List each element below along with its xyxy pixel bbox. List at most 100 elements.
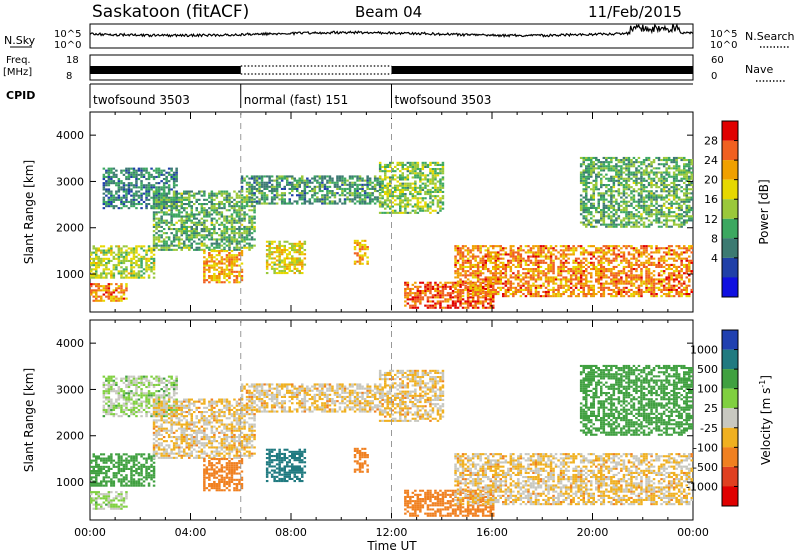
power-cell	[595, 268, 598, 271]
power-cell	[188, 203, 191, 206]
power-cell	[270, 187, 274, 190]
power-cell	[489, 283, 492, 286]
power-cell	[459, 281, 462, 284]
power-cell	[175, 190, 178, 193]
power-cell	[569, 249, 573, 252]
power-cell	[665, 278, 668, 281]
power-cell	[280, 194, 284, 197]
power-cell	[291, 177, 294, 180]
power-cell	[193, 203, 196, 206]
power-cell	[590, 175, 593, 178]
power-cell	[476, 268, 480, 271]
power-cell	[635, 263, 638, 266]
power-cell	[539, 286, 543, 289]
power-cell	[441, 300, 445, 303]
power-cell	[298, 242, 301, 245]
power-cell	[180, 211, 183, 214]
power-cell	[110, 274, 113, 277]
power-cell	[233, 256, 236, 259]
power-cell	[233, 219, 236, 222]
power-cell	[590, 251, 593, 254]
power-cell	[376, 183, 379, 186]
power-cell	[167, 198, 171, 201]
power-cell	[461, 282, 465, 285]
power-cell	[341, 179, 344, 182]
power-cell	[466, 293, 470, 296]
power-cell	[499, 249, 502, 252]
power-cell	[615, 278, 618, 281]
power-cell	[142, 245, 146, 248]
power-cell	[602, 282, 606, 285]
power-cell	[195, 213, 198, 216]
power-cell	[602, 209, 606, 212]
power-cell	[218, 205, 221, 208]
power-cell	[323, 200, 327, 203]
power-cell	[208, 248, 211, 251]
power-cell	[288, 261, 291, 264]
power-cell	[426, 184, 430, 187]
power-cell	[625, 261, 628, 264]
power-cell	[291, 269, 294, 272]
power-cell	[90, 289, 93, 292]
power-cell	[529, 278, 533, 281]
power-cell	[95, 262, 98, 265]
power-cell	[346, 196, 349, 199]
power-cell	[105, 249, 108, 252]
power-cell	[481, 292, 485, 295]
power-cell	[597, 282, 600, 285]
power-cell	[524, 286, 528, 289]
power-cell	[502, 295, 505, 298]
power-cell	[275, 244, 279, 247]
power-cell	[585, 251, 588, 254]
power-cell	[203, 198, 206, 201]
power-cell	[469, 255, 472, 258]
power-cell	[574, 272, 578, 275]
power-cell	[602, 156, 606, 159]
power-cell	[479, 251, 482, 254]
power-cell	[409, 193, 412, 196]
power-cell	[660, 274, 663, 277]
power-cell	[378, 163, 382, 166]
power-cell	[552, 247, 555, 250]
power-cell	[559, 278, 563, 281]
power-cell	[401, 165, 404, 168]
power-cell	[534, 270, 538, 273]
power-cell	[386, 182, 389, 185]
power-cell	[348, 181, 352, 184]
power-cell	[466, 270, 470, 273]
power-cell	[615, 295, 618, 298]
power-cell	[245, 225, 249, 228]
power-cell	[223, 192, 226, 195]
power-cell	[110, 167, 113, 170]
power-cell	[233, 264, 236, 267]
power-cell	[125, 259, 128, 262]
power-cell	[637, 251, 641, 254]
power-cell	[167, 192, 171, 195]
power-cell	[499, 245, 502, 248]
power-cell	[461, 292, 465, 295]
power-cell	[441, 306, 445, 309]
power-cell	[323, 202, 327, 205]
power-cell	[303, 196, 307, 199]
power-cell	[620, 272, 623, 275]
power-cell	[617, 255, 621, 258]
power-cell	[439, 281, 442, 284]
power-cell	[188, 219, 191, 222]
power-cell	[170, 169, 173, 172]
power-cell	[306, 183, 309, 186]
power-cell	[140, 270, 143, 273]
power-cell	[436, 290, 440, 293]
power-cell	[147, 190, 151, 193]
power-cell	[497, 278, 500, 281]
power-cell	[268, 181, 271, 184]
power-cell	[228, 196, 231, 199]
power-cell	[130, 251, 133, 254]
power-cell	[424, 304, 427, 307]
power-cell	[92, 283, 95, 286]
power-cell	[434, 161, 437, 164]
power-cell	[358, 258, 362, 261]
power-cell	[527, 245, 530, 248]
power-cell	[454, 284, 457, 287]
power-cell	[373, 175, 377, 178]
power-cell	[368, 179, 372, 182]
